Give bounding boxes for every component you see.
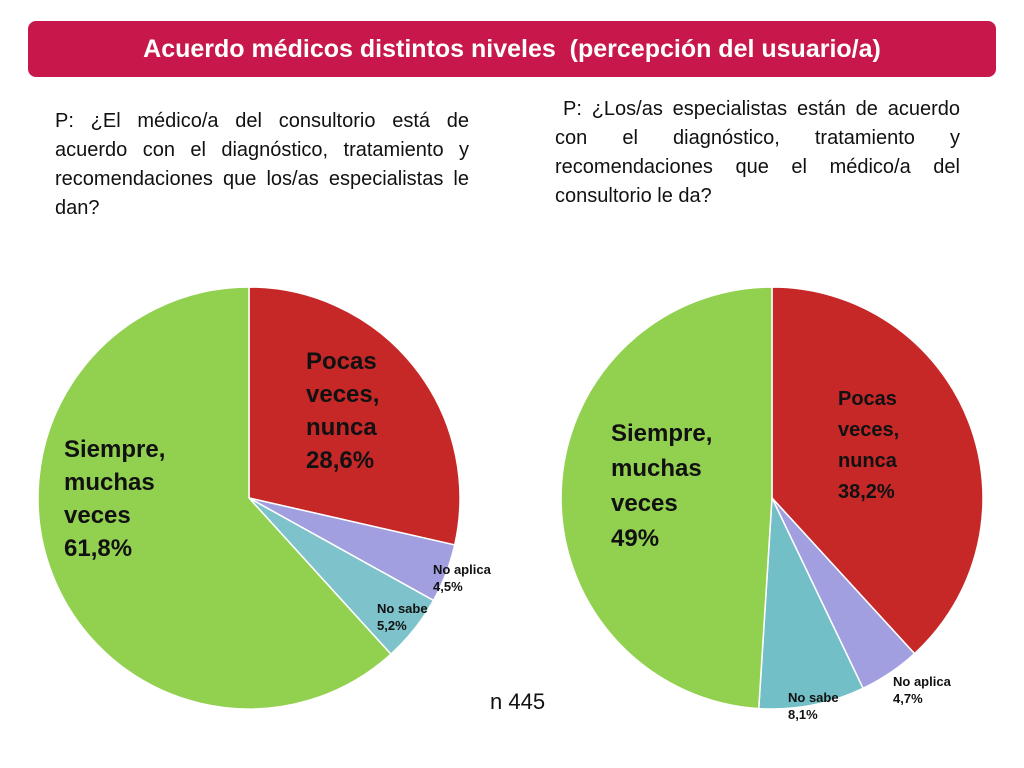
pie2-slice-pocas-veces [771, 286, 984, 655]
pie2-slice-no-sabe [757, 495, 865, 710]
question-left: P: ¿El médico/a del consultorio está de … [55, 110, 469, 219]
pie1-label-siempre: Siempre, muchas veces 61,8% [64, 436, 165, 562]
pie1-slice-pocas-veces [248, 286, 461, 546]
pie2-label-siempre: Siempre, muchas veces 49% [611, 420, 712, 552]
pie2-slice-siempre [560, 286, 773, 710]
pie2-label-no-sabe: No sabe 8,1% [788, 690, 839, 722]
pie1-slice-siempre [37, 286, 392, 710]
pie1-label-pocas-veces: Pocas veces, nunca 28,6% [306, 348, 379, 474]
pie1-label-no-aplica: No aplica 4,5% [433, 562, 492, 594]
pie2-label-no-aplica: No aplica 4,7% [893, 674, 952, 706]
page-title: Acuerdo médicos distintos niveles (perce… [143, 34, 881, 63]
pie1-label-no-sabe: No sabe 5,2% [377, 601, 428, 633]
title-bar: Acuerdo médicos distintos niveles (perce… [28, 21, 996, 77]
sample-size: n 445 [490, 689, 546, 714]
question-right: P: ¿Los/as especialistas están de acuerd… [555, 98, 960, 207]
pie2-label-pocas-veces: Pocas veces, nunca 38,2% [838, 388, 899, 503]
